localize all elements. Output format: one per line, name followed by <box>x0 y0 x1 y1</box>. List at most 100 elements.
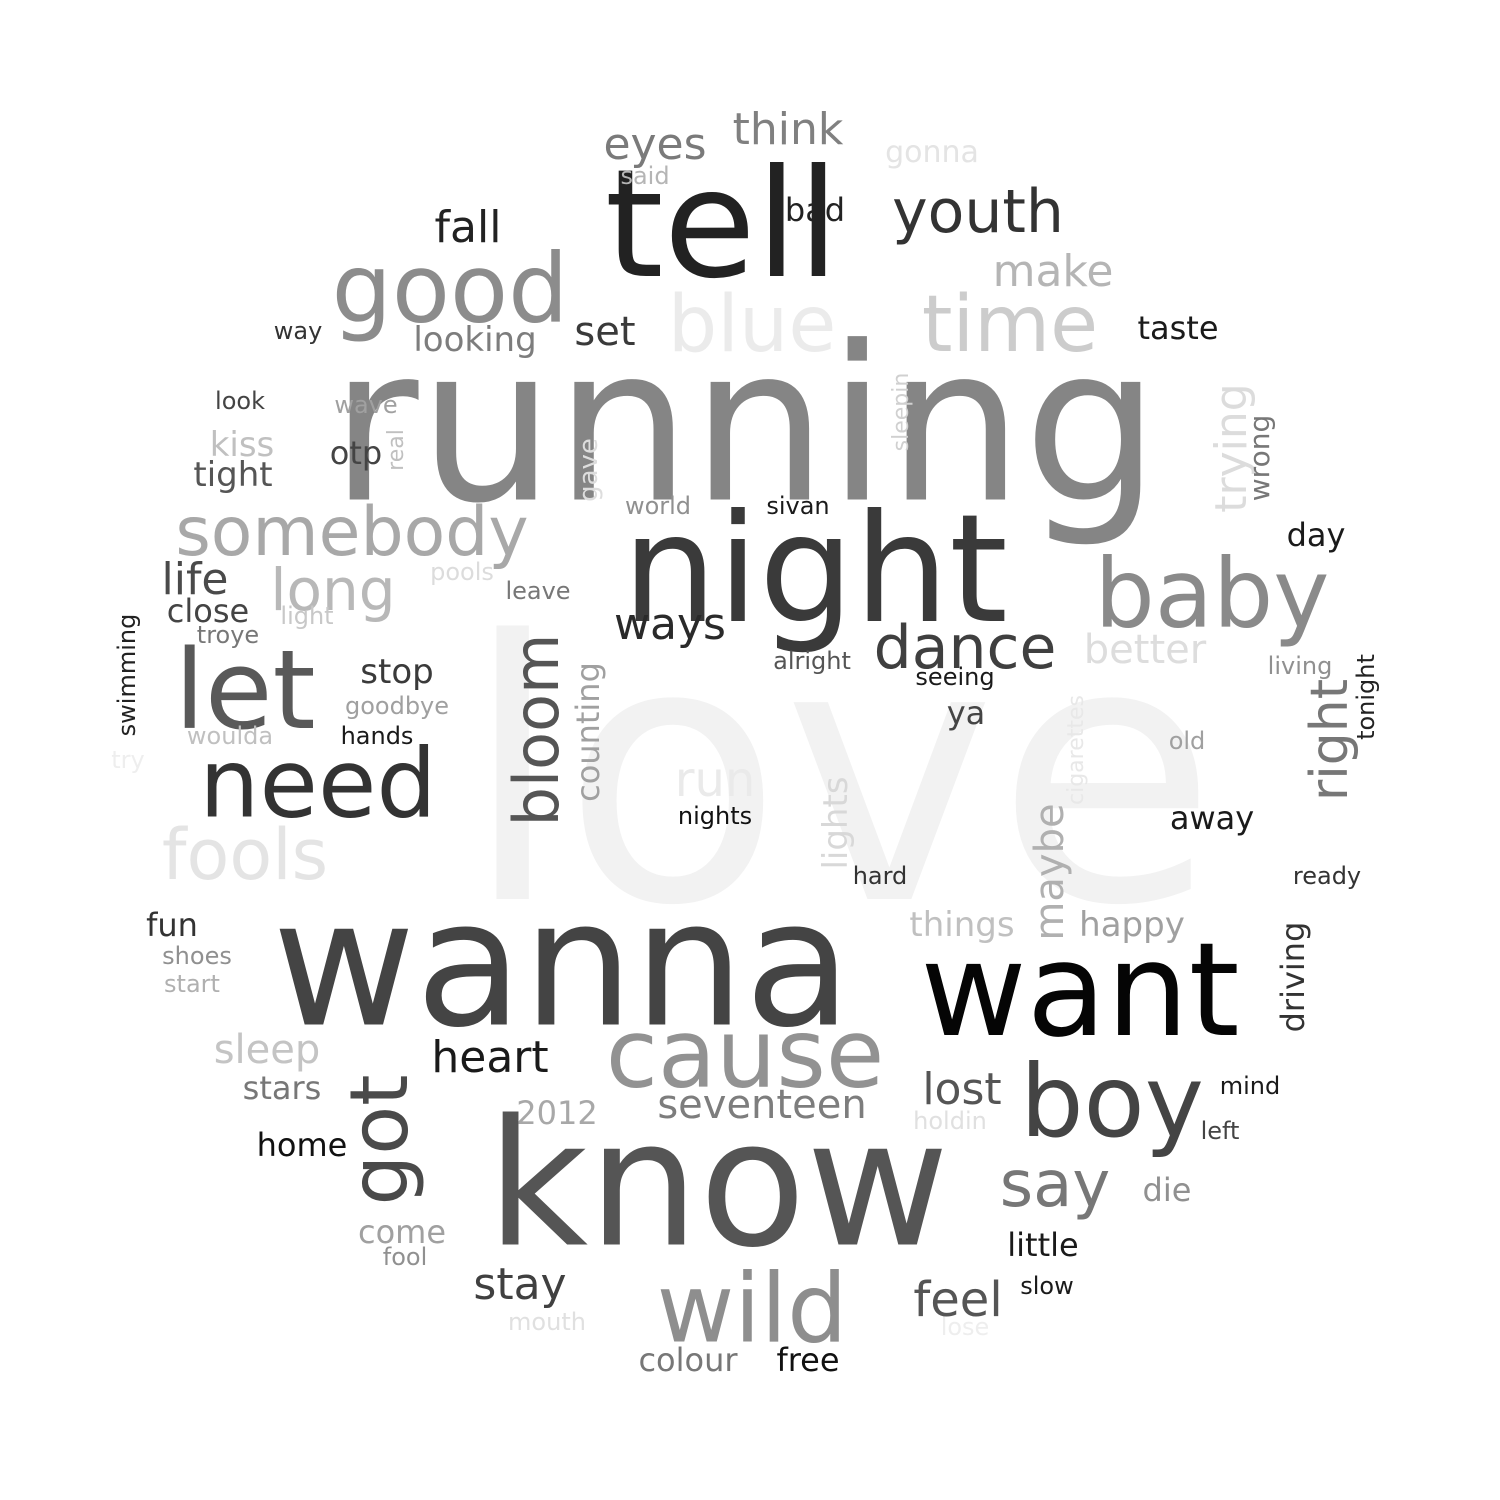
word-start: start <box>164 970 220 998</box>
word-think: think <box>732 104 844 155</box>
word-way: way <box>273 317 323 345</box>
word-running: running <box>330 299 1160 551</box>
word-nights: nights <box>677 802 753 830</box>
word-little: little <box>1007 1226 1079 1264</box>
word-ready: ready <box>1292 862 1362 890</box>
word-want: want <box>920 914 1240 1066</box>
word-holdin: holdin <box>913 1107 987 1135</box>
word-wave: wave <box>334 391 398 419</box>
word-things: things <box>909 905 1015 945</box>
word-got: got <box>333 1074 426 1206</box>
word-driving: driving <box>1274 921 1312 1033</box>
word-goodbye: goodbye <box>344 692 450 720</box>
word-sivan: sivan <box>766 492 830 520</box>
word-left: left <box>1200 1117 1240 1145</box>
word-tonight: tonight <box>1352 654 1380 740</box>
word-hard: hard <box>852 862 908 890</box>
word-boy: boy <box>1020 1043 1204 1160</box>
word-seventeen: seventeen <box>657 1082 867 1128</box>
word-need: need <box>199 729 437 840</box>
word-colour: colour <box>638 1341 738 1379</box>
word-counting: counting <box>569 662 607 802</box>
word-said: said <box>620 162 670 190</box>
word-happy: happy <box>1079 905 1185 945</box>
word-run: run <box>674 752 756 808</box>
word-old: old <box>1168 727 1206 755</box>
word-otp: otp <box>329 434 383 472</box>
word-love: love <box>462 565 1218 984</box>
word-real: real <box>384 429 409 471</box>
word-youth: youth <box>892 177 1064 247</box>
word-leave: leave <box>505 577 571 605</box>
word-sleep: sleep <box>213 1027 321 1073</box>
word-stay: stay <box>473 1259 567 1310</box>
word-die: die <box>1142 1171 1192 1209</box>
word-ya: ya <box>946 694 986 732</box>
word-fall: fall <box>434 202 502 253</box>
word-eyes: eyes <box>603 119 707 170</box>
word-stars: stars <box>242 1069 322 1107</box>
word-home: home <box>256 1126 348 1164</box>
word-woulda: woulda <box>186 722 274 750</box>
word-somebody: somebody <box>175 493 529 572</box>
word-baby: baby <box>1094 539 1330 650</box>
word-lose: lose <box>940 1313 990 1341</box>
word-free: free <box>776 1341 840 1379</box>
word-blue: blue <box>667 280 837 370</box>
word-mind: mind <box>1219 1072 1281 1100</box>
word-lost: lost <box>922 1064 1002 1115</box>
word-make: make <box>992 246 1114 297</box>
word-lights: lights <box>816 776 856 870</box>
word-seeing: seeing <box>915 663 995 691</box>
word-bad: bad <box>784 191 846 229</box>
word-good: good <box>331 234 569 345</box>
word-feel: feel <box>913 1272 1003 1328</box>
word-know: know <box>486 1083 950 1287</box>
word-life: life <box>161 554 229 605</box>
word-2012: 2012 <box>516 1094 598 1132</box>
word-light: light <box>280 602 334 630</box>
word-long: long <box>270 556 396 624</box>
word-let: let <box>174 626 316 754</box>
word-slow: slow <box>1020 1272 1074 1300</box>
word-night: night <box>622 483 1008 657</box>
word-fool: fool <box>382 1243 428 1271</box>
word-living: living <box>1267 652 1333 680</box>
word-wild: wild <box>656 1254 848 1365</box>
word-fun: fun <box>146 906 198 944</box>
word-try: try <box>111 746 145 774</box>
word-say: say <box>999 1148 1111 1222</box>
word-tell: tell <box>604 138 840 312</box>
word-look: look <box>215 387 265 415</box>
word-right: right <box>1300 678 1360 802</box>
word-swimming: swimming <box>113 613 141 737</box>
word-away: away <box>1169 799 1255 837</box>
word-wanna: wanna <box>272 863 852 1067</box>
word-maybe: maybe <box>1027 803 1073 941</box>
word-bloom: bloom <box>500 633 573 827</box>
word-set: set <box>574 309 636 355</box>
word-dance: dance <box>873 613 1057 683</box>
word-gonna: gonna <box>885 135 979 170</box>
word-ways: ways <box>614 599 726 650</box>
word-world: world <box>624 492 692 520</box>
word-wrong: wrong <box>1243 414 1276 502</box>
word-taste: taste <box>1137 309 1219 347</box>
word-time: time <box>921 280 1099 370</box>
word-stop: stop <box>360 652 434 692</box>
word-mouth: mouth <box>508 1308 586 1336</box>
word-gave: gave <box>574 438 604 502</box>
word-heart: heart <box>431 1032 549 1083</box>
word-troye: troye <box>196 621 260 649</box>
word-sleepin: sleepin <box>889 372 914 452</box>
word-close: close <box>166 592 250 630</box>
word-looking: looking <box>413 320 537 360</box>
word-pools: pools <box>430 558 494 586</box>
word-better: better <box>1083 627 1207 673</box>
word-cause: cause <box>605 999 885 1110</box>
word-cigarettes: cigarettes <box>1064 695 1089 805</box>
word-shoes: shoes <box>162 942 232 970</box>
word-tight: tight <box>193 455 273 495</box>
word-kiss: kiss <box>209 425 275 465</box>
